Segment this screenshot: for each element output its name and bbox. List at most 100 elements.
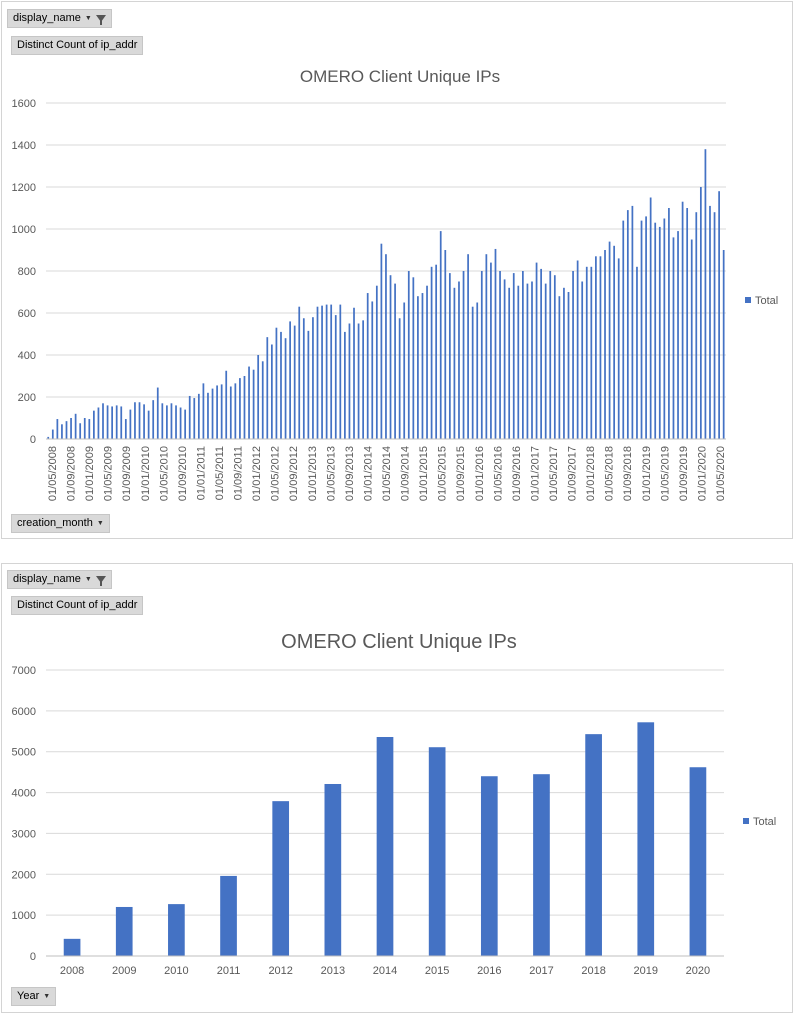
legend-label: Total bbox=[755, 295, 778, 307]
data-bar bbox=[339, 304, 342, 439]
data-bar bbox=[312, 317, 314, 439]
x-tick-label: 01/09/2015 bbox=[455, 446, 467, 501]
y-tick-label: 1400 bbox=[12, 140, 36, 152]
data-bar bbox=[252, 369, 255, 439]
data-bar bbox=[248, 366, 250, 439]
data-bar bbox=[522, 271, 524, 439]
data-bar bbox=[645, 216, 647, 439]
chart-title: OMERO Client Unique IPs bbox=[300, 67, 500, 86]
data-bar bbox=[553, 275, 556, 439]
x-tick-label: 01/01/2014 bbox=[362, 446, 374, 501]
x-tick-label: 01/09/2009 bbox=[121, 446, 133, 501]
data-bar bbox=[325, 304, 328, 439]
data-bar bbox=[576, 260, 579, 439]
data-bar bbox=[672, 237, 675, 439]
data-bar bbox=[289, 321, 291, 439]
data-bar bbox=[426, 285, 428, 439]
data-bar bbox=[448, 273, 451, 439]
axis-field-label: Year bbox=[17, 990, 40, 1002]
data-bar bbox=[220, 875, 237, 956]
data-bar bbox=[175, 405, 177, 439]
data-bar bbox=[508, 287, 511, 439]
data-bar bbox=[722, 250, 725, 439]
data-bar bbox=[480, 776, 498, 956]
x-tick-label: 01/09/2016 bbox=[511, 446, 523, 501]
data-bar bbox=[699, 187, 702, 439]
data-bar bbox=[531, 281, 533, 439]
data-bar bbox=[179, 407, 182, 439]
data-bar bbox=[366, 293, 369, 439]
data-bar bbox=[229, 386, 232, 439]
data-bar bbox=[604, 250, 606, 439]
x-tick-label: 2013 bbox=[321, 965, 345, 977]
data-bar bbox=[430, 266, 433, 439]
x-tick-label: 01/05/2019 bbox=[659, 446, 671, 501]
data-bar bbox=[689, 767, 707, 956]
data-bar bbox=[93, 410, 95, 439]
x-tick-label: 01/05/2018 bbox=[604, 446, 616, 501]
legend-swatch bbox=[743, 818, 749, 824]
data-bar bbox=[134, 402, 136, 439]
x-tick-label: 01/05/2014 bbox=[381, 446, 393, 501]
y-tick-label: 6000 bbox=[12, 706, 36, 718]
x-tick-label: 01/01/2013 bbox=[307, 446, 319, 501]
x-tick-label: 01/01/2011 bbox=[195, 446, 207, 500]
data-bar bbox=[275, 327, 278, 439]
x-tick-label: 01/09/2010 bbox=[177, 446, 189, 501]
data-bar bbox=[480, 271, 483, 439]
data-bar bbox=[63, 938, 81, 956]
data-bar bbox=[197, 393, 200, 439]
data-bar bbox=[476, 302, 479, 439]
y-tick-label: 1000 bbox=[12, 910, 36, 922]
x-tick-label: 01/01/2009 bbox=[84, 446, 96, 501]
data-bar bbox=[324, 783, 342, 956]
data-bar bbox=[535, 262, 538, 439]
x-tick-label: 01/01/2017 bbox=[529, 446, 541, 501]
x-tick-label: 01/05/2015 bbox=[437, 446, 449, 501]
yearly-chart-panel: display_name ▼ Distinct Count of ip_addr… bbox=[1, 563, 793, 1013]
x-tick-label: 01/01/2012 bbox=[251, 446, 263, 501]
data-bar bbox=[270, 344, 273, 439]
data-bar bbox=[168, 904, 185, 956]
data-bar bbox=[394, 283, 396, 439]
data-bar bbox=[207, 392, 209, 439]
x-tick-label: 2008 bbox=[60, 965, 84, 977]
value-field-label[interactable]: Distinct Count of ip_addr bbox=[11, 36, 144, 55]
display-name-filter-button[interactable]: display_name ▼ bbox=[7, 570, 112, 589]
creation-month-axis-button[interactable]: creation_month ▼ bbox=[11, 514, 110, 533]
data-bar bbox=[398, 318, 401, 439]
data-bar bbox=[243, 376, 246, 439]
year-axis-button[interactable]: Year ▼ bbox=[11, 987, 57, 1006]
data-bar bbox=[567, 292, 570, 439]
display-name-filter-button[interactable]: display_name ▼ bbox=[7, 9, 112, 28]
x-tick-label: 01/01/2010 bbox=[140, 446, 152, 501]
data-bar bbox=[677, 231, 679, 439]
data-bar bbox=[202, 383, 205, 439]
value-field-label[interactable]: Distinct Count of ip_addr bbox=[11, 596, 144, 615]
data-bar bbox=[88, 419, 91, 439]
data-bar bbox=[704, 149, 707, 439]
data-bar bbox=[83, 418, 86, 439]
y-tick-label: 1200 bbox=[12, 182, 36, 194]
data-bar bbox=[626, 210, 629, 439]
data-bar bbox=[517, 285, 520, 439]
x-tick-label: 01/05/2020 bbox=[715, 446, 727, 501]
data-bar bbox=[61, 424, 63, 439]
data-bar bbox=[357, 323, 360, 439]
data-bar bbox=[156, 387, 159, 439]
x-tick-label: 2019 bbox=[634, 965, 658, 977]
data-bar bbox=[572, 271, 574, 439]
x-tick-label: 2012 bbox=[268, 965, 292, 977]
data-bar bbox=[216, 385, 218, 439]
data-bar bbox=[585, 734, 602, 956]
data-bar bbox=[453, 287, 456, 439]
axis-field-label: creation_month bbox=[17, 517, 93, 529]
y-tick-label: 200 bbox=[18, 392, 36, 404]
data-bar bbox=[435, 264, 438, 439]
data-bar bbox=[709, 205, 711, 439]
data-bar bbox=[407, 271, 410, 439]
data-bar bbox=[658, 226, 661, 439]
dropdown-arrow-icon: ▼ bbox=[96, 520, 104, 527]
y-tick-label: 400 bbox=[18, 350, 36, 362]
x-tick-label: 2017 bbox=[529, 965, 553, 977]
